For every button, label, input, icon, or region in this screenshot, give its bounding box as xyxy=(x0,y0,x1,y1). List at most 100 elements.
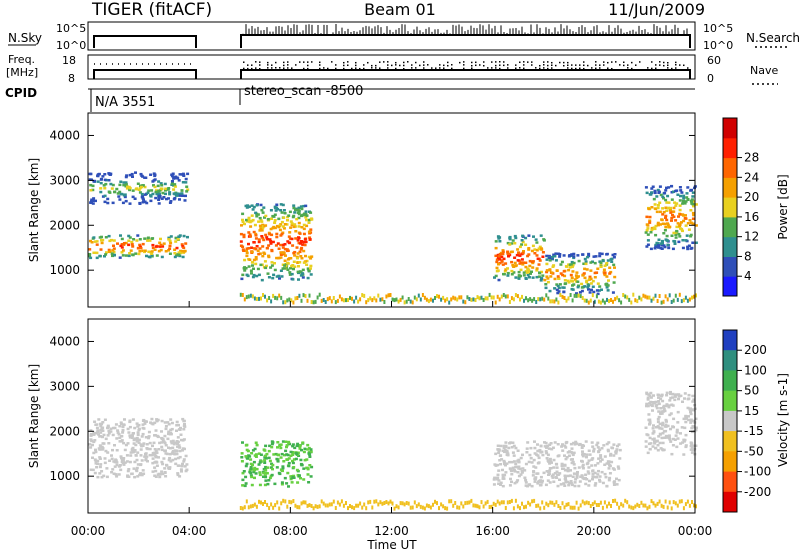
velocity-cell xyxy=(682,438,686,442)
power-cell xyxy=(591,285,595,288)
velocity-cell xyxy=(593,471,597,475)
velocity-cell xyxy=(692,425,696,429)
power-cell xyxy=(563,274,567,278)
power-cell xyxy=(285,263,289,266)
velocity-cell xyxy=(266,482,270,486)
velocity-cell xyxy=(101,435,104,439)
velocity-cell xyxy=(533,477,537,481)
power-cell xyxy=(573,278,577,281)
velocity-cell xyxy=(90,439,94,443)
velocity-cell xyxy=(379,500,382,505)
power-cell xyxy=(183,249,187,253)
velocity-cell xyxy=(617,443,621,446)
velocity-cell xyxy=(244,444,248,447)
nave-dot xyxy=(627,64,629,66)
power-cell xyxy=(683,202,687,205)
power-cell xyxy=(571,298,574,303)
velocity-cell xyxy=(133,460,137,464)
velocity-cell xyxy=(239,506,242,510)
velocity-cell xyxy=(608,472,612,475)
power-cell xyxy=(159,248,163,252)
velocity-cell xyxy=(126,475,130,478)
power-cell xyxy=(688,297,691,302)
nave-dot xyxy=(251,67,253,70)
velocity-cell xyxy=(647,418,651,422)
power-cell xyxy=(605,253,609,256)
velocity-cell xyxy=(265,472,269,475)
velocity-cell xyxy=(654,400,658,404)
power-cell xyxy=(293,254,297,257)
power-cell xyxy=(95,251,99,255)
velocity-cell xyxy=(490,504,493,509)
velocity-cell xyxy=(660,503,663,508)
velocity-cell xyxy=(178,428,182,431)
power-cell xyxy=(554,252,558,255)
power-cell xyxy=(589,282,593,285)
velocity-cell xyxy=(511,441,515,444)
power-cell xyxy=(298,293,301,298)
nave-dot xyxy=(683,64,685,67)
power-cell xyxy=(613,275,617,279)
velocity-cell xyxy=(536,472,540,475)
power-cell xyxy=(599,263,603,266)
power-cell xyxy=(679,194,682,198)
velocity-cell xyxy=(550,461,553,464)
power-cell xyxy=(261,223,265,227)
power-cell xyxy=(129,249,133,252)
power-cell xyxy=(575,292,578,295)
nsearch-tick-top: 10^5 xyxy=(703,22,733,35)
power-cell xyxy=(104,253,108,256)
power-cell xyxy=(582,272,586,275)
power-cell xyxy=(417,293,420,298)
power-cell xyxy=(102,184,106,187)
nave-dot xyxy=(243,61,245,63)
nave-dot xyxy=(675,61,677,64)
nave-dot xyxy=(651,61,653,63)
velocity-cell xyxy=(167,446,170,449)
power-cell xyxy=(413,295,416,300)
velocity-cell xyxy=(652,401,655,404)
power-cell xyxy=(273,219,277,222)
power-cell xyxy=(656,242,660,245)
nave-dot xyxy=(503,61,505,63)
nave-dot xyxy=(375,64,377,67)
velocity-cell xyxy=(99,424,103,428)
power-cell xyxy=(452,295,455,300)
power-cell xyxy=(694,241,698,244)
power-cell xyxy=(264,224,268,227)
velocity-cell xyxy=(551,476,555,479)
power-cell xyxy=(553,255,557,258)
velocity-cell xyxy=(569,442,573,446)
velocity-cell xyxy=(287,440,291,444)
velocity-cell xyxy=(532,458,536,462)
nave-dot xyxy=(603,61,605,63)
power-cell xyxy=(574,274,578,277)
velocity-cell xyxy=(98,422,102,426)
power-cell xyxy=(118,190,122,194)
power-cell xyxy=(659,193,663,197)
velocity-cell xyxy=(668,413,672,417)
power-cell xyxy=(446,297,449,302)
power-cell xyxy=(662,197,665,200)
velocity-cell xyxy=(600,470,604,474)
velocity-cell xyxy=(566,469,570,473)
velocity-cell xyxy=(543,505,546,510)
nave-dot xyxy=(379,61,381,63)
power-cell xyxy=(551,265,555,268)
power-cell xyxy=(286,262,290,265)
velocity-cell xyxy=(133,437,137,440)
nave-dot xyxy=(495,67,497,69)
velocity-cell xyxy=(436,501,438,506)
power-cell xyxy=(608,299,610,304)
velocity-cell xyxy=(513,481,517,485)
power-cell xyxy=(570,254,573,257)
velocity-cell xyxy=(648,504,651,509)
power-cell xyxy=(275,203,279,206)
velocity-cell xyxy=(596,473,600,476)
velocity-cell xyxy=(389,499,392,504)
velocity-cell xyxy=(498,459,502,462)
power-cell xyxy=(640,297,643,302)
power-cell xyxy=(151,237,155,240)
velocity-cell xyxy=(92,433,96,436)
